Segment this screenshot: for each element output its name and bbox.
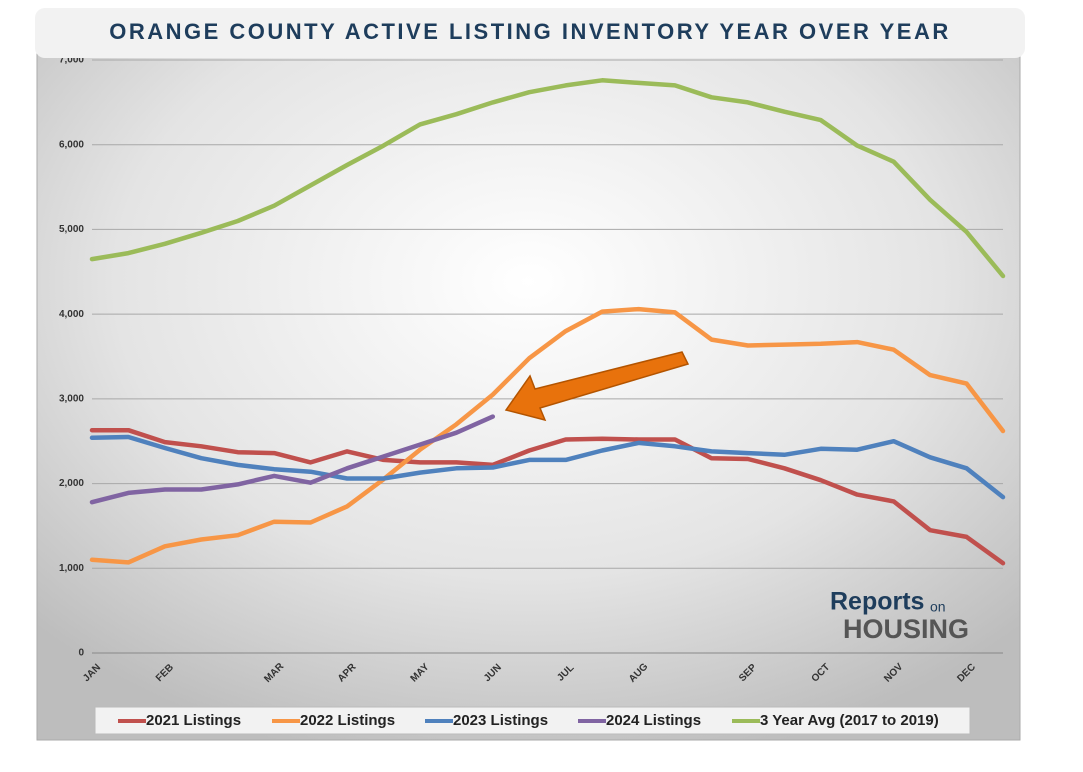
y-tick-label: 6,000 (59, 139, 84, 150)
series-line (89, 414, 496, 505)
legend-label: 2023 Listings (453, 712, 548, 729)
y-tick-label: 3,000 (59, 393, 84, 404)
y-tick-label: 5,000 (59, 224, 84, 235)
series-line (89, 434, 1006, 500)
series-line (89, 78, 1006, 279)
title-banner (35, 8, 1025, 58)
legend-label: 2024 Listings (606, 712, 701, 729)
legend-label: 2022 Listings (300, 712, 395, 729)
series-lines (89, 78, 1006, 566)
legend-label: 2021 Listings (146, 712, 241, 729)
logo-brand: Reports (830, 588, 924, 616)
y-tick-label: 4,000 (59, 309, 84, 320)
logo: Reports on HOUSING (830, 588, 969, 645)
y-tick-label: 7,000 (59, 55, 84, 66)
legend-label: 3 Year Avg (2017 to 2019) (760, 712, 939, 729)
annotation-arrow (504, 351, 690, 422)
logo-joiner: on (930, 599, 946, 615)
legend: 2021 Listings 2022 Listings 2023 Listings 2… (118, 712, 939, 729)
series-line (89, 427, 1006, 566)
logo-subject: HOUSING (843, 614, 969, 644)
legend-box (94, 706, 971, 735)
chart-title: ORANGE COUNTY ACTIVE LISTING INVENTORY Y… (109, 19, 951, 44)
series-line (89, 306, 1006, 565)
y-tick-label: 0 (78, 648, 84, 659)
y-tick-label: 1,000 (59, 563, 84, 574)
y-tick-label: 2,000 (59, 478, 84, 489)
